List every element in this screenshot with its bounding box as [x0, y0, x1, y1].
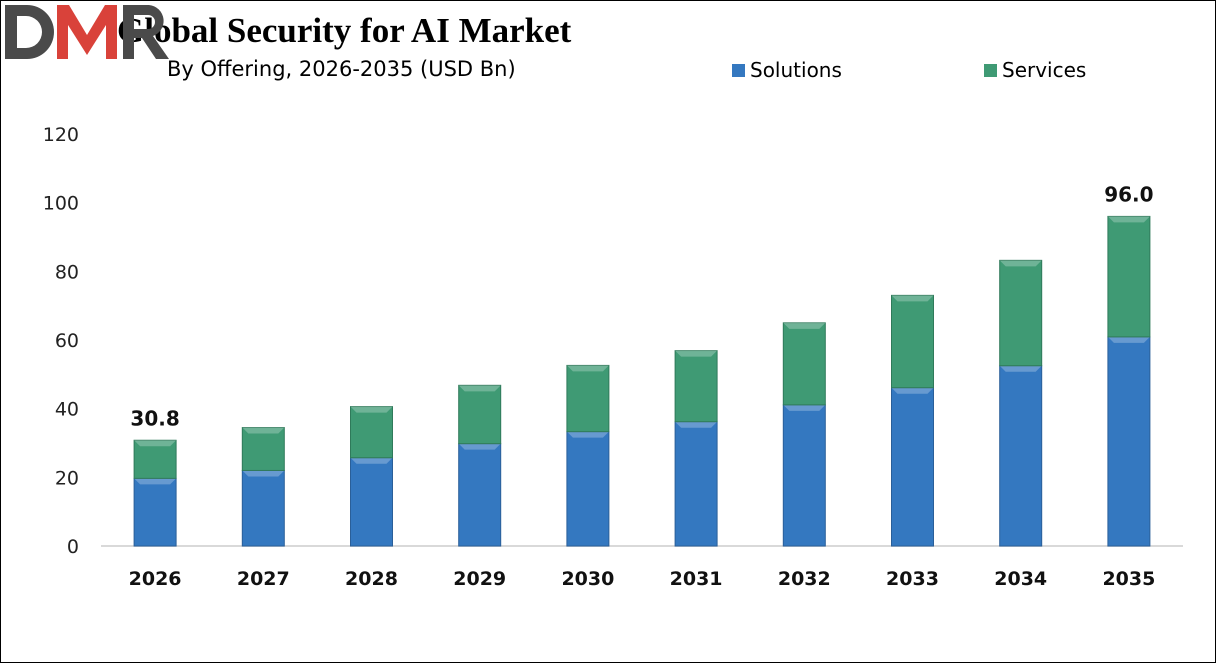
- bar-bevel: [891, 295, 934, 302]
- x-tick-label: 2035: [1102, 568, 1155, 590]
- bar-services-2028: [350, 406, 393, 459]
- bar-services-2026: [133, 439, 177, 479]
- bar-bevel: [134, 478, 177, 485]
- legend-label-solutions: Solutions: [750, 58, 842, 82]
- x-tick-label: 2026: [129, 568, 182, 590]
- y-tick-label: 20: [55, 467, 79, 489]
- bar-bevel: [675, 350, 718, 357]
- bar-services-2030: [566, 364, 610, 433]
- bar-services-2033: [891, 294, 934, 389]
- bar-bevel: [134, 440, 177, 447]
- bar-bevel: [458, 385, 501, 392]
- data-label-total: 30.8: [130, 406, 179, 430]
- bar-solutions-2029: [458, 443, 502, 547]
- bar-bevel: [566, 431, 609, 438]
- y-tick-label: 40: [55, 399, 79, 421]
- x-tick-label: 2031: [670, 568, 723, 590]
- bar-solutions-2031: [674, 421, 718, 547]
- bar-bevel: [891, 387, 934, 394]
- legend-item-services: Services: [984, 58, 1086, 82]
- x-tick-label: 2027: [237, 568, 290, 590]
- x-tick-label: 2028: [345, 568, 398, 590]
- y-tick-label: 60: [55, 330, 79, 352]
- bar-solutions-2028: [350, 457, 393, 547]
- bar-solutions-2030: [566, 431, 610, 547]
- x-tick-label: 2034: [994, 568, 1047, 590]
- bar-services-2029: [458, 384, 502, 445]
- data-label-total: 96.0: [1104, 182, 1153, 206]
- bar-solutions-2033: [891, 387, 934, 547]
- legend-swatch-services: [984, 63, 997, 77]
- x-tick-label: 2033: [886, 568, 939, 590]
- y-tick-label: 100: [43, 193, 79, 215]
- chart-title: Global Security for AI Market: [117, 11, 572, 50]
- bar-bevel: [783, 322, 826, 329]
- bar-bevel: [999, 365, 1042, 372]
- bar-bevel: [242, 427, 285, 434]
- bar-solutions-2032: [782, 404, 826, 547]
- bar-bevel: [1107, 336, 1150, 343]
- bar-solutions-2034: [999, 365, 1043, 547]
- x-tick-label: 2030: [561, 568, 614, 590]
- y-tick-label: 0: [67, 536, 79, 558]
- x-tick-label: 2032: [778, 568, 831, 590]
- bar-services-2035: [1107, 215, 1151, 338]
- bar-solutions-2027: [241, 469, 285, 547]
- bar-solutions-2035: [1107, 336, 1151, 547]
- bar-services-2031: [674, 350, 718, 423]
- bar-services-2034: [999, 259, 1043, 367]
- dmr-logo: [5, 5, 169, 59]
- bar-bevel: [1107, 216, 1150, 223]
- legend-swatch-solutions: [732, 63, 745, 77]
- legend-item-solutions: Solutions: [732, 58, 842, 82]
- bar-bevel: [675, 421, 718, 428]
- chart-subtitle: By Offering, 2026-2035 (USD Bn): [167, 57, 516, 81]
- bar-bevel: [350, 406, 393, 413]
- y-tick-label: 80: [55, 261, 79, 283]
- bar-solutions-2026: [133, 477, 177, 547]
- x-tick-label: 2029: [453, 568, 506, 590]
- bar-bevel: [458, 443, 501, 450]
- bar-bevel: [242, 470, 285, 477]
- bar-bevel: [350, 457, 393, 464]
- bar-bevel: [566, 365, 609, 372]
- y-tick-label: 120: [43, 124, 79, 146]
- bar-bevel: [999, 260, 1042, 267]
- bar-bevel: [783, 404, 826, 411]
- bar-services-2032: [782, 322, 826, 406]
- bar-services-2027: [241, 427, 285, 471]
- legend-label-services: Services: [1002, 58, 1087, 82]
